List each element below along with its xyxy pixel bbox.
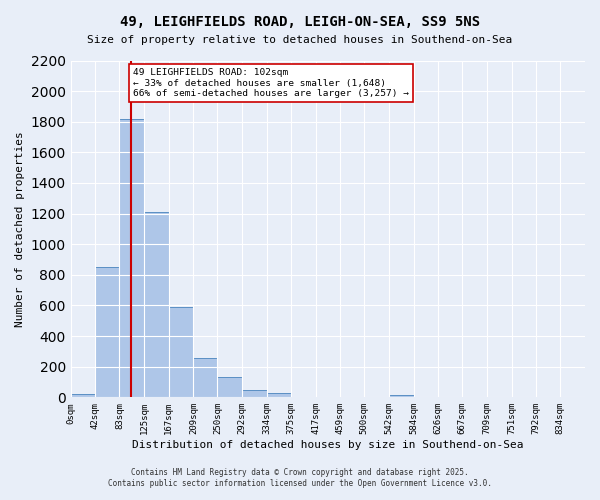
Text: Size of property relative to detached houses in Southend-on-Sea: Size of property relative to detached ho… xyxy=(88,35,512,45)
Bar xyxy=(267,392,291,398)
X-axis label: Distribution of detached houses by size in Southend-on-Sea: Distribution of detached houses by size … xyxy=(132,440,524,450)
Bar xyxy=(95,267,119,398)
Text: 49, LEIGHFIELDS ROAD, LEIGH-ON-SEA, SS9 5NS: 49, LEIGHFIELDS ROAD, LEIGH-ON-SEA, SS9 … xyxy=(120,15,480,29)
Text: Contains HM Land Registry data © Crown copyright and database right 2025.
Contai: Contains HM Land Registry data © Crown c… xyxy=(108,468,492,487)
Bar xyxy=(119,118,144,398)
Y-axis label: Number of detached properties: Number of detached properties xyxy=(15,131,25,327)
Bar xyxy=(389,395,413,398)
Bar xyxy=(144,212,169,398)
Bar xyxy=(71,394,95,398)
Bar xyxy=(169,307,193,398)
Text: 49 LEIGHFIELDS ROAD: 102sqm
← 33% of detached houses are smaller (1,648)
66% of : 49 LEIGHFIELDS ROAD: 102sqm ← 33% of det… xyxy=(133,68,409,98)
Bar xyxy=(242,390,267,398)
Bar xyxy=(193,358,217,398)
Bar xyxy=(217,376,242,398)
